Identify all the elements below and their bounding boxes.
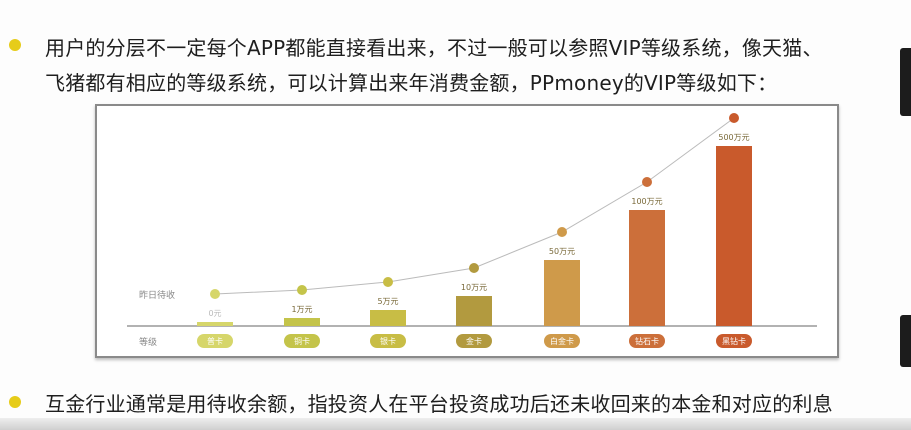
bar-5: [629, 210, 665, 326]
slide-text-line-3: 互金行业通常是用待收余额，指投资人在平台投资成功后还未收回来的本金和对应的利息: [45, 392, 833, 416]
level-label-6: 黑钻卡: [722, 336, 746, 346]
slide-text-line-2: 飞猪都有相应的等级系统，可以计算出来年消费金额，PPmoney的VIP等级如下：: [45, 71, 778, 95]
value-label-2: 5万元: [377, 297, 398, 306]
bar-3: [456, 296, 492, 326]
value-label-5: 100万元: [631, 197, 662, 206]
bullet-2: [9, 396, 21, 408]
value-label-0: 0元: [208, 309, 221, 318]
level-pill-5: [629, 334, 665, 348]
bullet-1: [9, 39, 21, 51]
level-label-4: 白金卡: [550, 336, 574, 346]
trend-dot-6: [729, 113, 739, 123]
level-pill-0: [197, 334, 233, 348]
level-row-label: 等级: [139, 336, 157, 348]
level-label-3: 金卡: [466, 336, 482, 346]
level-label-5: 钻石卡: [635, 336, 659, 346]
level-pill-1: [284, 334, 320, 348]
level-label-1: 铜卡: [294, 336, 310, 346]
level-label-0: 普卡: [207, 336, 223, 346]
trend-dot-5: [642, 177, 652, 187]
chart-frame: 昨日待收等级 0元普卡 1万元铜卡 5万元银卡 10万元金卡 50万元白金卡 100万元钻石…: [95, 104, 839, 358]
level-pill-2: [370, 334, 406, 348]
trend-dot-2: [383, 277, 393, 287]
bottom-bar: [0, 418, 911, 430]
value-label-6: 500万元: [718, 133, 749, 142]
value-row-label: 昨日待收: [139, 289, 175, 301]
value-label-4: 50万元: [549, 247, 575, 256]
trend-dot-3: [469, 263, 479, 273]
bar-4: [544, 260, 580, 326]
slide-text-line-1: 用户的分层不一定每个APP都能直接看出来，不过一般可以参照VIP等级系统，像天猫…: [45, 36, 823, 60]
trend-dot-1: [297, 285, 307, 295]
level-label-2: 银卡: [380, 336, 396, 346]
trend-dot-0: [210, 289, 220, 299]
trend-dot-4: [557, 227, 567, 237]
level-pill-6: [716, 334, 752, 348]
window-edge-top: [900, 48, 911, 116]
bar-0: [197, 322, 233, 326]
level-pill-3: [456, 334, 492, 348]
value-label-1: 1万元: [291, 305, 312, 314]
bar-6: [716, 146, 752, 326]
value-label-3: 10万元: [461, 283, 487, 292]
bar-1: [284, 318, 320, 326]
level-pill-4: [544, 334, 580, 348]
bar-2: [370, 310, 406, 326]
window-edge-bottom: [900, 315, 911, 367]
